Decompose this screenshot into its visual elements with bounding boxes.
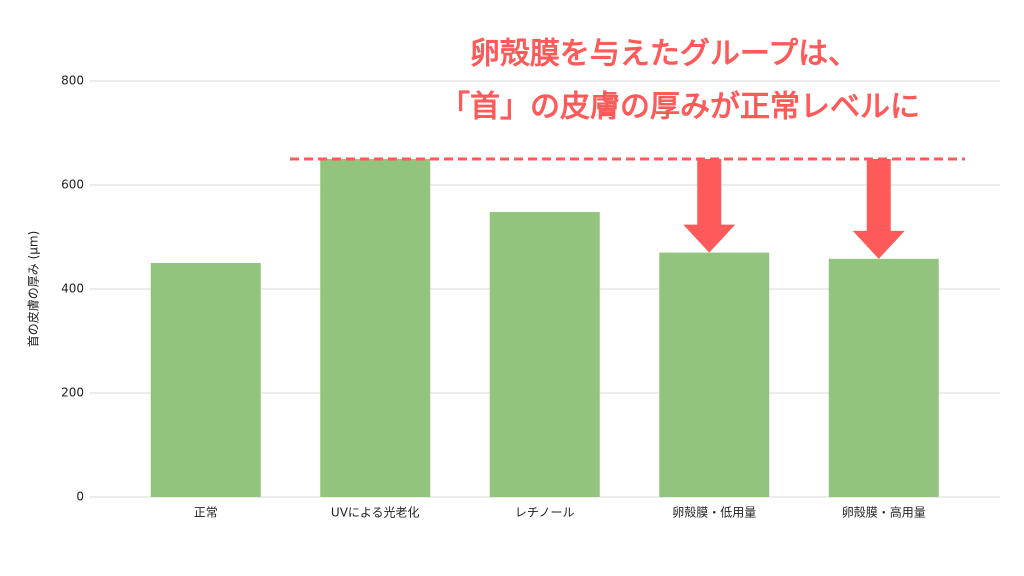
annotation: 「首」の皮膚の厚みが正常レベルに xyxy=(440,90,920,125)
x-tick-label: 卵殻膜・高用量 xyxy=(842,505,926,520)
y-tick-label: 0 xyxy=(76,490,84,504)
bar xyxy=(828,258,939,497)
y-axis-label: 首の皮膚の厚み (μm) xyxy=(26,231,41,348)
arrow xyxy=(852,159,905,259)
x-tick-label: レチノール xyxy=(515,506,575,520)
y-tick-label: 800 xyxy=(61,74,84,88)
y-tick-label: 400 xyxy=(61,282,84,296)
bar xyxy=(320,159,431,497)
bar xyxy=(150,263,261,497)
bar xyxy=(659,252,770,497)
y-tick-label: 200 xyxy=(61,386,84,400)
arrow xyxy=(683,159,736,253)
bar xyxy=(489,212,600,498)
annotation: 卵殻膜を与えたグループは、 xyxy=(470,37,858,72)
x-tick-label: 正常 xyxy=(194,506,218,520)
x-tick-label: UVによる光老化 xyxy=(331,506,420,520)
x-tick-label: 卵殻膜・低用量 xyxy=(672,506,756,520)
y-tick-label: 600 xyxy=(61,178,84,192)
